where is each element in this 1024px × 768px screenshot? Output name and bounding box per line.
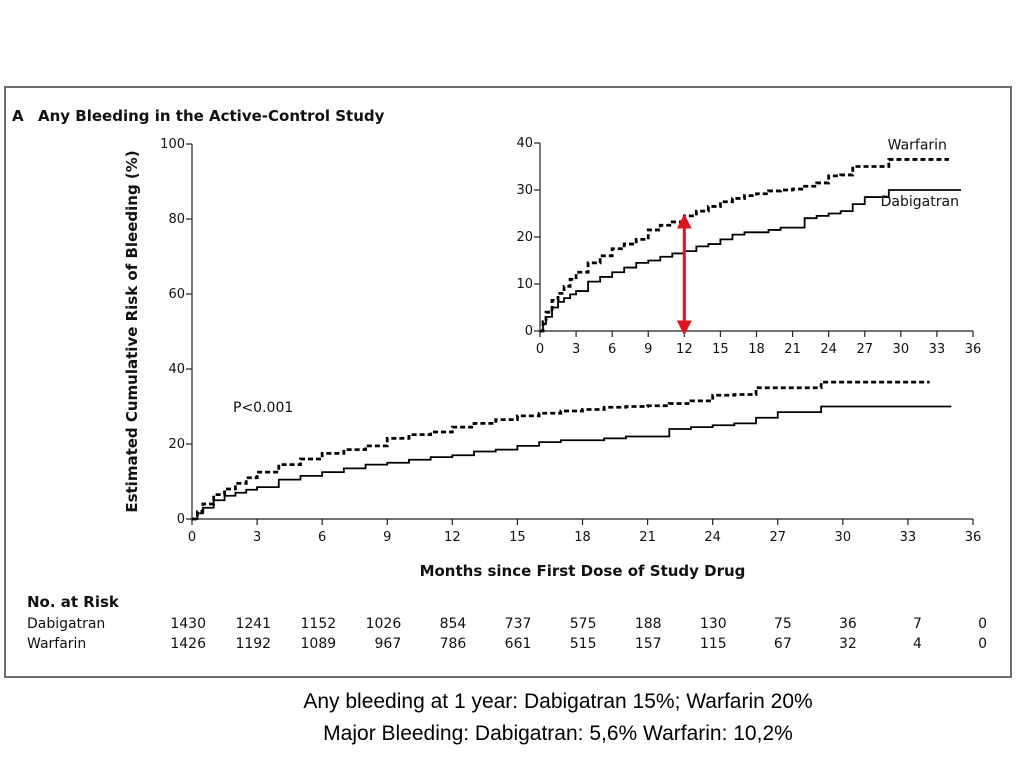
risk-value-dabigatran: 188: [635, 616, 662, 632]
panel-letter: A: [12, 107, 24, 125]
risk-value-dabigatran: 1430: [170, 616, 206, 632]
main-x-tick-label: 3: [253, 530, 261, 545]
risk-value-dabigatran: 737: [505, 616, 532, 632]
main-x-tick-label: 24: [704, 530, 721, 545]
main-x-tick-label: 0: [188, 530, 196, 545]
main-y-tick-label: 60: [168, 287, 185, 302]
p-value-label: P<0.001: [233, 400, 293, 416]
main-x-tick-label: 36: [965, 530, 982, 545]
inset-y-tick-label: 0: [525, 324, 533, 339]
main-x-tick-label: 9: [383, 530, 391, 545]
inset-x-tick-label: 15: [712, 342, 729, 357]
main-y-tick-label: 0: [177, 512, 185, 527]
inset-x-tick-label: 6: [608, 342, 616, 357]
risk-value-dabigatran: 36: [839, 616, 857, 632]
main-y-tick-label: 40: [168, 362, 185, 377]
risk-value-dabigatran: 7: [913, 616, 922, 632]
main-x-tick-label: 6: [318, 530, 326, 545]
main-series-dabigatran: [192, 405, 952, 520]
inset-x-tick-label: 30: [893, 342, 910, 357]
main-y-tick-label: 20: [168, 437, 185, 452]
main-y-tick-label: 100: [160, 137, 185, 152]
inset-y-tick-label: 10: [516, 277, 533, 292]
risk-value-dabigatran: 1152: [301, 616, 337, 632]
risk-value-warfarin: 967: [375, 636, 402, 652]
kaplan-meier-figure: A Any Bleeding in the Active-Control Stu…: [12, 107, 987, 652]
panel-title: Any Bleeding in the Active-Control Study: [38, 107, 385, 125]
risk-value-warfarin: 32: [839, 636, 857, 652]
inset-series-label-dabigatran: Dabigatran: [881, 194, 959, 210]
risk-value-warfarin: 1192: [235, 636, 271, 652]
risk-value-dabigatran: 130: [700, 616, 727, 632]
main-y-axis-title: Estimated Cumulative Risk of Bleeding (%…: [123, 150, 141, 512]
inset-y-tick-label: 40: [516, 136, 533, 151]
inset-x-tick-label: 0: [536, 342, 544, 357]
inset-x-tick-label: 33: [929, 342, 946, 357]
inset-y-tick-label: 30: [516, 183, 533, 198]
main-x-tick-label: 12: [444, 530, 461, 545]
risk-table-heading: No. at Risk: [27, 593, 120, 611]
main-y-tick-label: 80: [168, 212, 185, 227]
risk-value-dabigatran: 1241: [235, 616, 271, 632]
main-x-tick-label: 30: [835, 530, 852, 545]
risk-value-warfarin: 115: [700, 636, 727, 652]
risk-value-dabigatran: 75: [774, 616, 792, 632]
risk-value-dabigatran: 854: [440, 616, 467, 632]
main-series-warfarin: [192, 380, 930, 521]
inset-series-label-warfarin: Warfarin: [888, 137, 947, 153]
inset-x-tick-label: 36: [965, 342, 982, 357]
inset-x-tick-label: 24: [820, 342, 837, 357]
main-x-tick-label: 21: [639, 530, 656, 545]
risk-value-warfarin: 1426: [170, 636, 206, 652]
inset-x-tick-label: 27: [856, 342, 873, 357]
inset-x-tick-label: 9: [644, 342, 652, 357]
risk-value-warfarin: 157: [635, 636, 662, 652]
risk-row-label-dabigatran: Dabigatran: [27, 616, 105, 632]
caption-line-1: Any bleeding at 1 year: Dabigatran 15%; …: [303, 690, 813, 713]
main-x-tick-label: 15: [509, 530, 526, 545]
inset-y-tick-label: 20: [516, 230, 533, 245]
inset-series-warfarin: [540, 158, 949, 333]
risk-value-warfarin: 661: [505, 636, 532, 652]
inset-x-tick-label: 12: [676, 342, 693, 357]
inset-x-tick-label: 18: [748, 342, 765, 357]
risk-value-warfarin: 0: [978, 636, 987, 652]
risk-value-dabigatran: 0: [978, 616, 987, 632]
risk-value-warfarin: 515: [570, 636, 597, 652]
risk-value-warfarin: 786: [440, 636, 467, 652]
main-x-tick-label: 27: [769, 530, 786, 545]
risk-value-warfarin: 1089: [301, 636, 337, 652]
main-x-axis-title: Months since First Dose of Study Drug: [420, 562, 746, 580]
inset-series-dabigatran: [540, 189, 961, 332]
inset-x-tick-label: 3: [572, 342, 580, 357]
risk-value-dabigatran: 575: [570, 616, 597, 632]
risk-row-label-warfarin: Warfarin: [27, 636, 86, 652]
main-x-tick-label: 18: [574, 530, 591, 545]
risk-value-dabigatran: 1026: [366, 616, 402, 632]
main-x-tick-label: 33: [900, 530, 917, 545]
risk-value-warfarin: 4: [913, 636, 922, 652]
inset-x-tick-label: 21: [784, 342, 801, 357]
risk-table: No. at Risk Dabigatran Warfarin 1430 1241…: [27, 593, 987, 652]
caption-line-2: Major Bleeding: Dabigatran: 5,6% Warfari…: [323, 722, 793, 745]
risk-value-warfarin: 67: [774, 636, 792, 652]
